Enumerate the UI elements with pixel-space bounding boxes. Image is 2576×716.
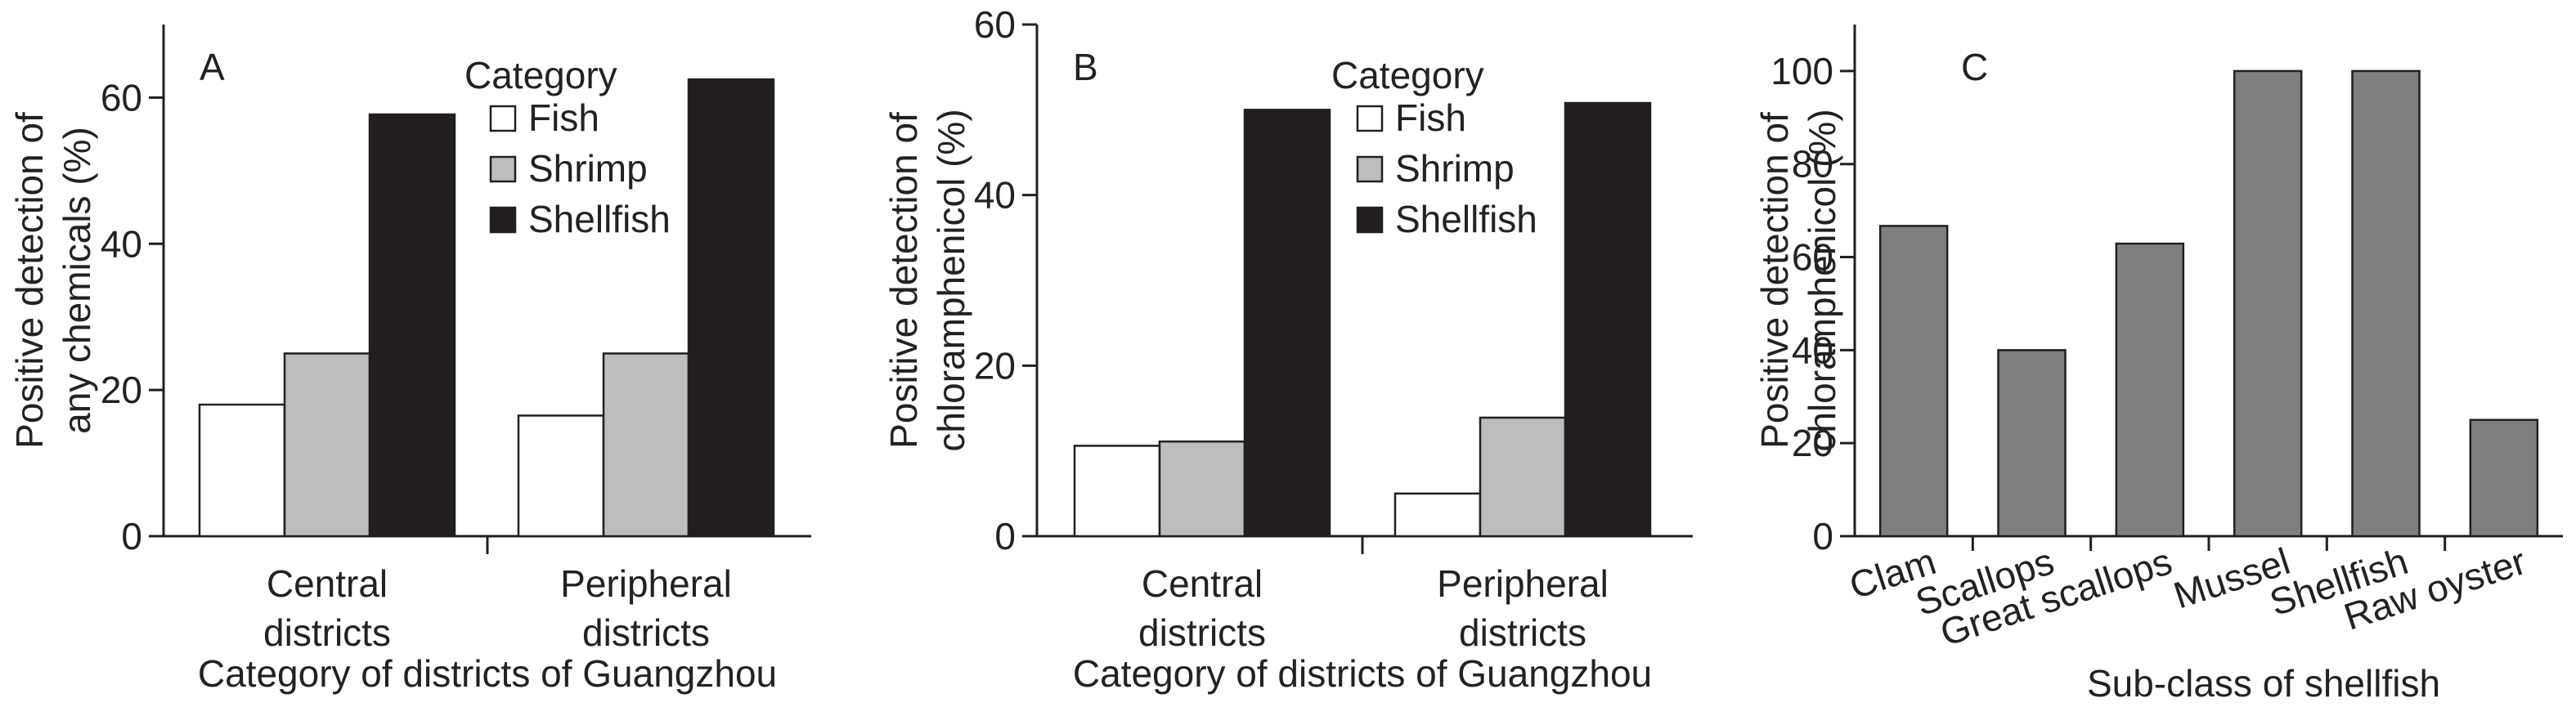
y-tick-label: 40 — [974, 174, 1016, 217]
legend-label-fish: Fish — [1395, 96, 1466, 139]
x-tick-label: districts — [263, 611, 391, 654]
y-tick-label: 100 — [1770, 50, 1833, 92]
legend-label-fish: Fish — [528, 96, 599, 139]
y-tick-label: 20 — [1792, 422, 1833, 464]
y-tick-label: 80 — [1792, 143, 1833, 186]
x-tick-label: districts — [582, 611, 710, 654]
y-axis-label: chloramphenicol (%) — [1801, 109, 1843, 451]
y-axis-label: Positive detection of — [8, 112, 51, 449]
legend-swatch-fish — [1356, 105, 1384, 132]
legend-swatch-shellfish — [1356, 206, 1384, 234]
panel-label: C — [1961, 46, 1988, 88]
x-tick-label: Peripheral — [560, 562, 732, 605]
bar-shellfish — [2351, 69, 2421, 538]
bar-shrimp-central — [283, 352, 371, 538]
bar-fish-central — [198, 403, 286, 538]
y-tick-label: 60 — [101, 76, 142, 119]
bar-shellfish-central — [1243, 109, 1331, 538]
x-tick-label: Central — [267, 562, 388, 605]
panel-label: A — [200, 46, 225, 88]
bar-shrimp-peripheral — [1479, 416, 1567, 538]
y-tick-label: 40 — [1792, 329, 1833, 371]
legend-swatch-fish — [489, 105, 517, 132]
chart-panel-a: 0 20 40 60 Positive detection of any chemical… — [8, 25, 811, 695]
legend-swatch-shellfish — [489, 206, 517, 234]
bar-mussel — [2233, 69, 2303, 538]
legend-title: Category — [1331, 54, 1484, 96]
legend-label-shellfish: Shellfish — [528, 198, 671, 240]
bar-great-scallops — [2115, 242, 2185, 538]
bar-raw-oyster — [2469, 418, 2539, 538]
y-tick-label: 60 — [1792, 236, 1833, 279]
legend-swatch-shrimp — [489, 155, 517, 183]
y-tick-label: 0 — [121, 515, 142, 557]
bar-shellfish-central — [368, 113, 456, 538]
x-axis-label: Category of districts of Guangzhou — [1073, 652, 1652, 695]
x-tick-label: districts — [1138, 611, 1266, 654]
chart-panel-b: 0 20 40 60 Positive detection of chlorampheni… — [882, 3, 1693, 695]
bar-shrimp-peripheral — [602, 352, 690, 538]
bar-shrimp-central — [1158, 440, 1246, 538]
x-axis-label: Category of districts of Guangzhou — [198, 652, 777, 695]
y-axis-label: Positive detection of — [882, 112, 925, 449]
x-tick-label: Central — [1142, 562, 1263, 605]
y-tick-label: 0 — [1812, 515, 1833, 557]
bar-scallops — [1997, 349, 2067, 538]
legend-label-shrimp: Shrimp — [528, 147, 648, 190]
bar-fish-peripheral — [517, 414, 605, 538]
y-tick-label: 40 — [101, 222, 142, 265]
x-tick-label: Peripheral — [1437, 562, 1609, 605]
bar-fish-central — [1073, 445, 1161, 538]
y-tick-label: 60 — [974, 3, 1016, 46]
legend-label-shellfish: Shellfish — [1395, 198, 1537, 240]
legend-label-shrimp: Shrimp — [1395, 147, 1515, 190]
y-tick-label: 20 — [101, 369, 142, 411]
y-axis-label: chloramphenicol (%) — [930, 109, 972, 451]
legend-swatch-shrimp — [1356, 155, 1384, 183]
bar-shellfish-peripheral — [1564, 101, 1652, 538]
y-axis-label: Positive detection of — [1753, 112, 1796, 449]
bar-fish-peripheral — [1393, 492, 1482, 538]
bar-clam — [1878, 225, 1949, 538]
y-axis-label: any chemicals (%) — [56, 127, 98, 434]
x-tick-label: districts — [1459, 611, 1586, 654]
panel-label: B — [1073, 46, 1098, 88]
legend-title: Category — [464, 54, 617, 96]
chart-panel-c: 0 20 40 60 80 100 Positive detection of chloram… — [1753, 25, 2563, 705]
y-tick-label: 20 — [974, 344, 1016, 387]
y-tick-label: 0 — [994, 515, 1016, 557]
x-axis-label: Sub-class of shellfish — [2087, 662, 2440, 705]
bar-shellfish-peripheral — [687, 78, 775, 538]
